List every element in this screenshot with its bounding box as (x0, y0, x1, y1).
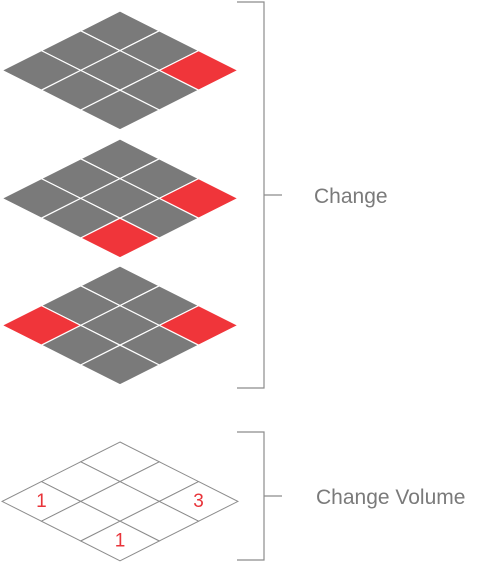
change-label: Change (314, 185, 388, 208)
change-layer-3 (1, 265, 239, 386)
change-volume-bracket (237, 431, 282, 561)
volume-cell-value: 1 (115, 531, 126, 552)
change-layer-2 (1, 138, 239, 259)
change-layers (1, 10, 239, 386)
volume-cell-value: 1 (36, 491, 47, 512)
grid-cell (80, 344, 160, 386)
volume-cell-value: 3 (193, 491, 204, 512)
change-layer-1 (1, 10, 239, 131)
volume-grid-cell (79, 520, 161, 562)
change-bracket (237, 1, 282, 389)
change-volume-label: Change Volume (316, 486, 465, 509)
grid-cell (80, 89, 160, 131)
change-volume-grid: 3 1 1 (0, 441, 240, 562)
highlighted-cell (80, 217, 160, 259)
